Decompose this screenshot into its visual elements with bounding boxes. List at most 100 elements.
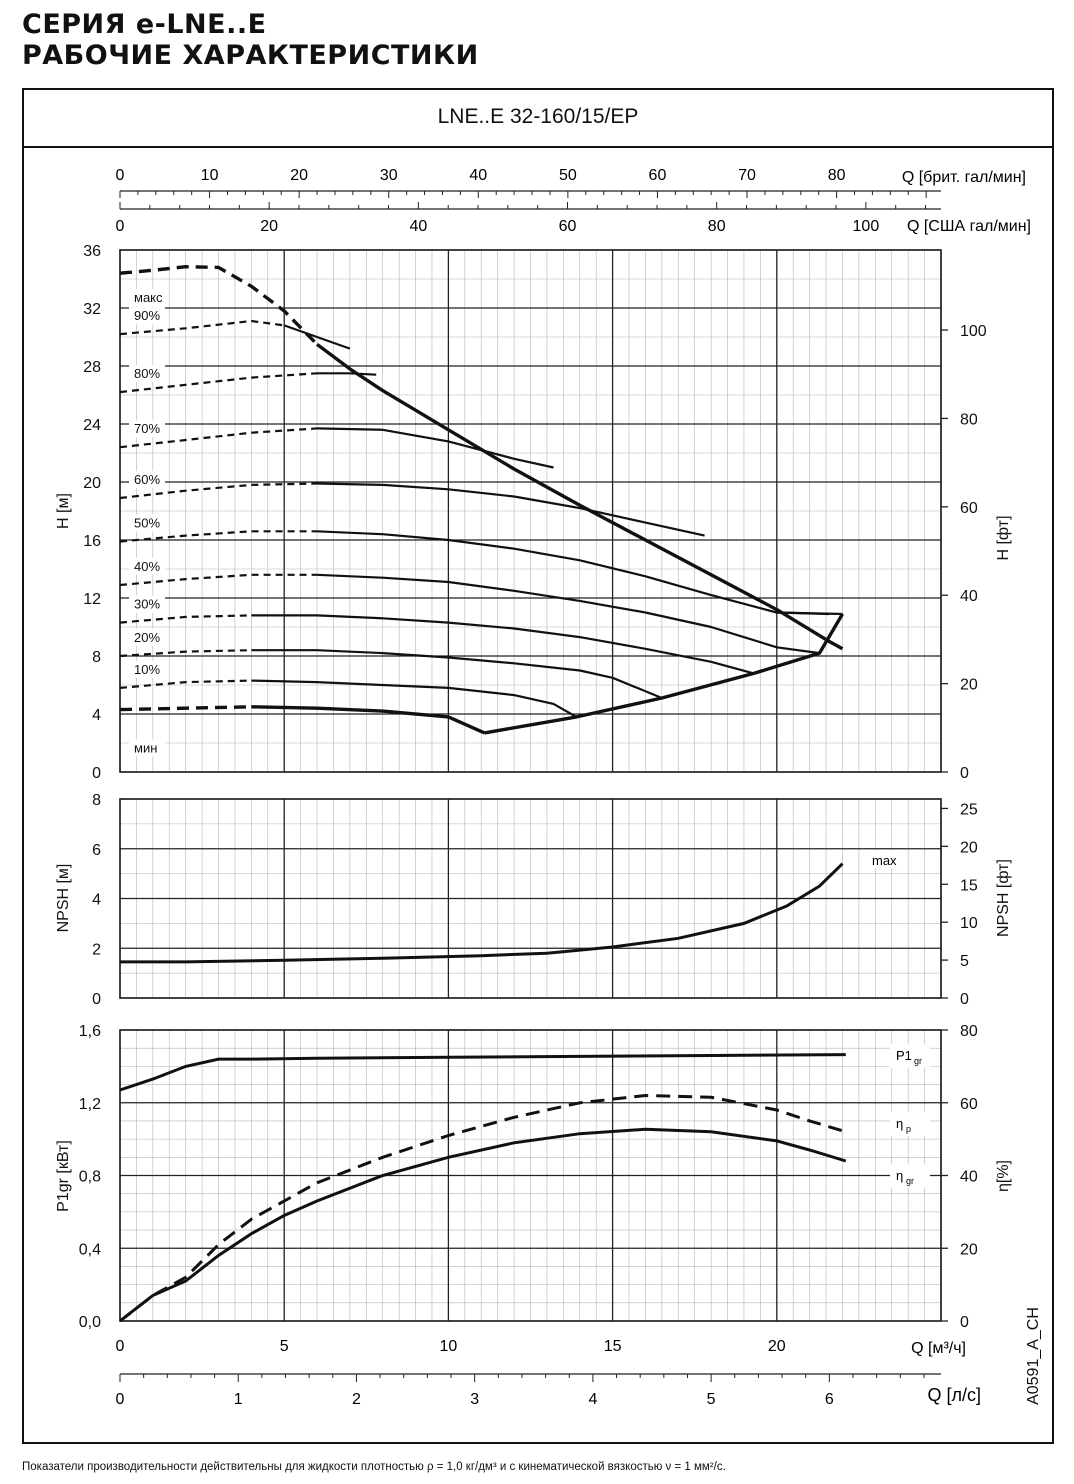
head-ytick-label: 32 <box>83 301 101 318</box>
head-curve-label: макс <box>134 290 163 305</box>
npsh-ytick-label: 8 <box>92 792 101 809</box>
npsh-right-tick-label: 5 <box>960 953 969 970</box>
head-curve-30% <box>251 614 755 675</box>
power-curve-label-sub: gr <box>914 1056 922 1066</box>
head-curve-label-bg <box>129 557 165 575</box>
head-curve-50% <box>316 530 830 616</box>
power-curve-label-bg <box>890 1164 930 1188</box>
head-curve-40% <box>316 573 820 655</box>
power-curve-ηgr <box>119 1127 847 1323</box>
xtick-label-ls: 1 <box>234 1391 243 1408</box>
xtick-label-m3h: 10 <box>440 1338 458 1355</box>
head-curve-label-bg <box>129 595 165 613</box>
eff-right-tick-label: 40 <box>960 1169 978 1186</box>
us-gal-tick-label: 60 <box>559 218 577 235</box>
head-right-tick-label: 20 <box>960 677 978 694</box>
power-curve-P1gr <box>119 1053 846 1092</box>
head-curve-label: 90% <box>134 308 160 323</box>
npsh-curve-label: max <box>872 853 897 868</box>
head-curve-60% <box>316 482 705 537</box>
head-curve-макс-dashed <box>119 264 319 346</box>
npsh-right-tick-label: 20 <box>960 839 978 856</box>
head-curve-10% <box>251 679 578 718</box>
uk-gal-tick-label: 70 <box>738 167 756 184</box>
npsh-right-tick-label: 10 <box>960 915 978 932</box>
us-gal-tick-label: 100 <box>853 218 880 235</box>
head-curve-рабочая граница <box>484 613 844 735</box>
eff-right-tick-label: 0 <box>960 1314 969 1331</box>
head-curve-мин-dashed <box>119 705 252 712</box>
head-curve-label: мин <box>134 740 157 755</box>
uk-gal-tick-label: 80 <box>828 167 846 184</box>
performance-title: РАБОЧИЕ ХАРАКТЕРИСТИКИ <box>22 40 479 71</box>
power-curve-label-sub: gr <box>906 1176 914 1186</box>
head-curve-90%-dashed <box>119 319 285 336</box>
power-curve-ηp <box>119 1093 847 1323</box>
head-right-tick-label: 60 <box>960 500 978 517</box>
us-gal-tick-label: 40 <box>409 218 427 235</box>
power-ytick-label: 0,0 <box>79 1314 101 1331</box>
series-title: СЕРИЯ e-LNE..E <box>22 9 267 40</box>
head-curve-90% <box>283 324 351 350</box>
head-curve-label-bg <box>129 470 165 488</box>
uk-gal-tick-label: 20 <box>290 167 308 184</box>
power-curve-label-sub: p <box>906 1124 911 1134</box>
power-curve-label: η <box>896 1116 903 1131</box>
head-curve-label: 60% <box>134 472 160 487</box>
head-curve-label: 50% <box>134 515 160 530</box>
uk-gal-tick-label: 30 <box>380 167 398 184</box>
power-curve-label: P1 <box>896 1048 912 1063</box>
uk-gal-tick-label: 0 <box>116 167 125 184</box>
head-curve-label-bg <box>129 420 165 438</box>
head-ytick-label: 8 <box>92 649 101 666</box>
us-gal-tick-label: 0 <box>116 218 125 235</box>
head-right-tick-label: 80 <box>960 411 978 428</box>
npsh-right-tick-label: 0 <box>960 991 969 1008</box>
head-curve-20%-dashed <box>119 649 252 658</box>
xtick-label-m3h: 5 <box>280 1338 289 1355</box>
eff-right-tick-label: 80 <box>960 1023 978 1040</box>
npsh-ytick-label: 6 <box>92 842 101 859</box>
head-ytick-label: 20 <box>83 475 101 492</box>
power-ytick-label: 0,8 <box>79 1169 101 1186</box>
xtick-label-ls: 3 <box>470 1391 479 1408</box>
xtick-label-ls: 0 <box>116 1391 125 1408</box>
head-ytick-label: 24 <box>83 417 101 434</box>
power-curve-label-bg <box>890 1112 930 1136</box>
npsh-ylabel: NPSH [м] <box>55 864 72 933</box>
head-ylabel-right: H [фт] <box>995 515 1012 560</box>
npsh-plot-border <box>119 798 942 999</box>
head-curve-10%-dashed <box>119 679 252 689</box>
model-bar: LNE..E 32-160/15/EP <box>22 88 1054 148</box>
head-curve-70%-dashed <box>119 427 318 449</box>
head-curve-60%-dashed <box>119 482 318 500</box>
head-curve-20% <box>251 649 663 700</box>
power-ytick-label: 0,4 <box>79 1241 101 1258</box>
drawing-code: A0591_A_CH <box>1025 1307 1042 1405</box>
xlabel-ls: Q [л/с] <box>927 1385 981 1405</box>
xtick-label-ls: 2 <box>352 1391 361 1408</box>
uk-gal-axis-label: Q [брит. гал/мин] <box>902 169 1026 186</box>
head-ytick-label: 4 <box>92 707 101 724</box>
head-curve-30%-dashed <box>119 614 252 624</box>
head-curve-label-bg <box>129 365 165 383</box>
head-curve-граница макс <box>776 611 843 616</box>
head-curve-80%-dashed <box>119 372 318 394</box>
head-curve-макс <box>315 342 844 651</box>
eff-ylabel: η[%] <box>995 1160 1012 1192</box>
eff-right-tick-label: 20 <box>960 1241 978 1258</box>
us-gal-tick-label: 20 <box>260 218 278 235</box>
head-ytick-label: 28 <box>83 359 101 376</box>
head-curve-label: 20% <box>134 630 160 645</box>
head-ylabel: H [м] <box>55 493 72 529</box>
power-ylabel: P1gr [кВт] <box>55 1140 72 1212</box>
uk-gal-tick-label: 60 <box>649 167 667 184</box>
head-curve-80% <box>317 372 377 376</box>
us-gal-axis-label: Q [США гал/мин] <box>907 218 1031 235</box>
eff-right-tick-label: 60 <box>960 1096 978 1113</box>
power-ytick-label: 1,6 <box>79 1023 101 1040</box>
head-curve-label: 10% <box>134 662 160 677</box>
head-curve-label: 40% <box>134 559 160 574</box>
chart-frame <box>22 88 1054 1444</box>
